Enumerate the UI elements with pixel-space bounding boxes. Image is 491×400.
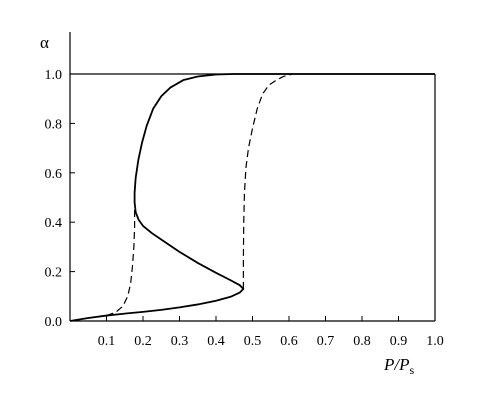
x-tick-label: 0.3 (171, 334, 189, 349)
y-tick-label: 0.8 (45, 117, 63, 132)
ticks: 0.0 0.2 0.4 0.6 0.8 1.0 0.1 0.2 0.3 0.4 0.5 0.6 0.7 0… (45, 68, 444, 349)
dashed-curve-1 (106, 202, 136, 317)
x-tick-label: 0.6 (280, 334, 298, 349)
x-tick-label: 1.0 (426, 334, 444, 349)
y-tick-label: 0.0 (45, 315, 63, 330)
x-axis-title-main: P/P (383, 355, 410, 374)
axes (69, 32, 436, 322)
x-tick-label: 0.7 (317, 334, 335, 349)
y-tick-label: 1.0 (45, 68, 63, 83)
dashed-curve-2 (242, 73, 293, 289)
series-layer (69, 73, 435, 322)
x-tick-label: 0.2 (134, 334, 152, 349)
x-axis-title: P/Ps (383, 355, 415, 377)
x-tick-label: 0.8 (353, 334, 371, 349)
x-tick-label: 0.4 (207, 334, 225, 349)
x-axis-title-subscript: s (410, 363, 415, 377)
y-axis-title: α (40, 33, 49, 52)
x-tick-label: 0.9 (390, 334, 408, 349)
y-tick-label: 0.4 (45, 216, 63, 231)
solid-curve-0 (69, 73, 435, 322)
y-tick-label: 0.6 (45, 167, 63, 182)
x-tick-label: 0.1 (98, 334, 116, 349)
x-tick-label: 0.5 (244, 334, 262, 349)
y-tick-label: 0.2 (45, 266, 63, 281)
